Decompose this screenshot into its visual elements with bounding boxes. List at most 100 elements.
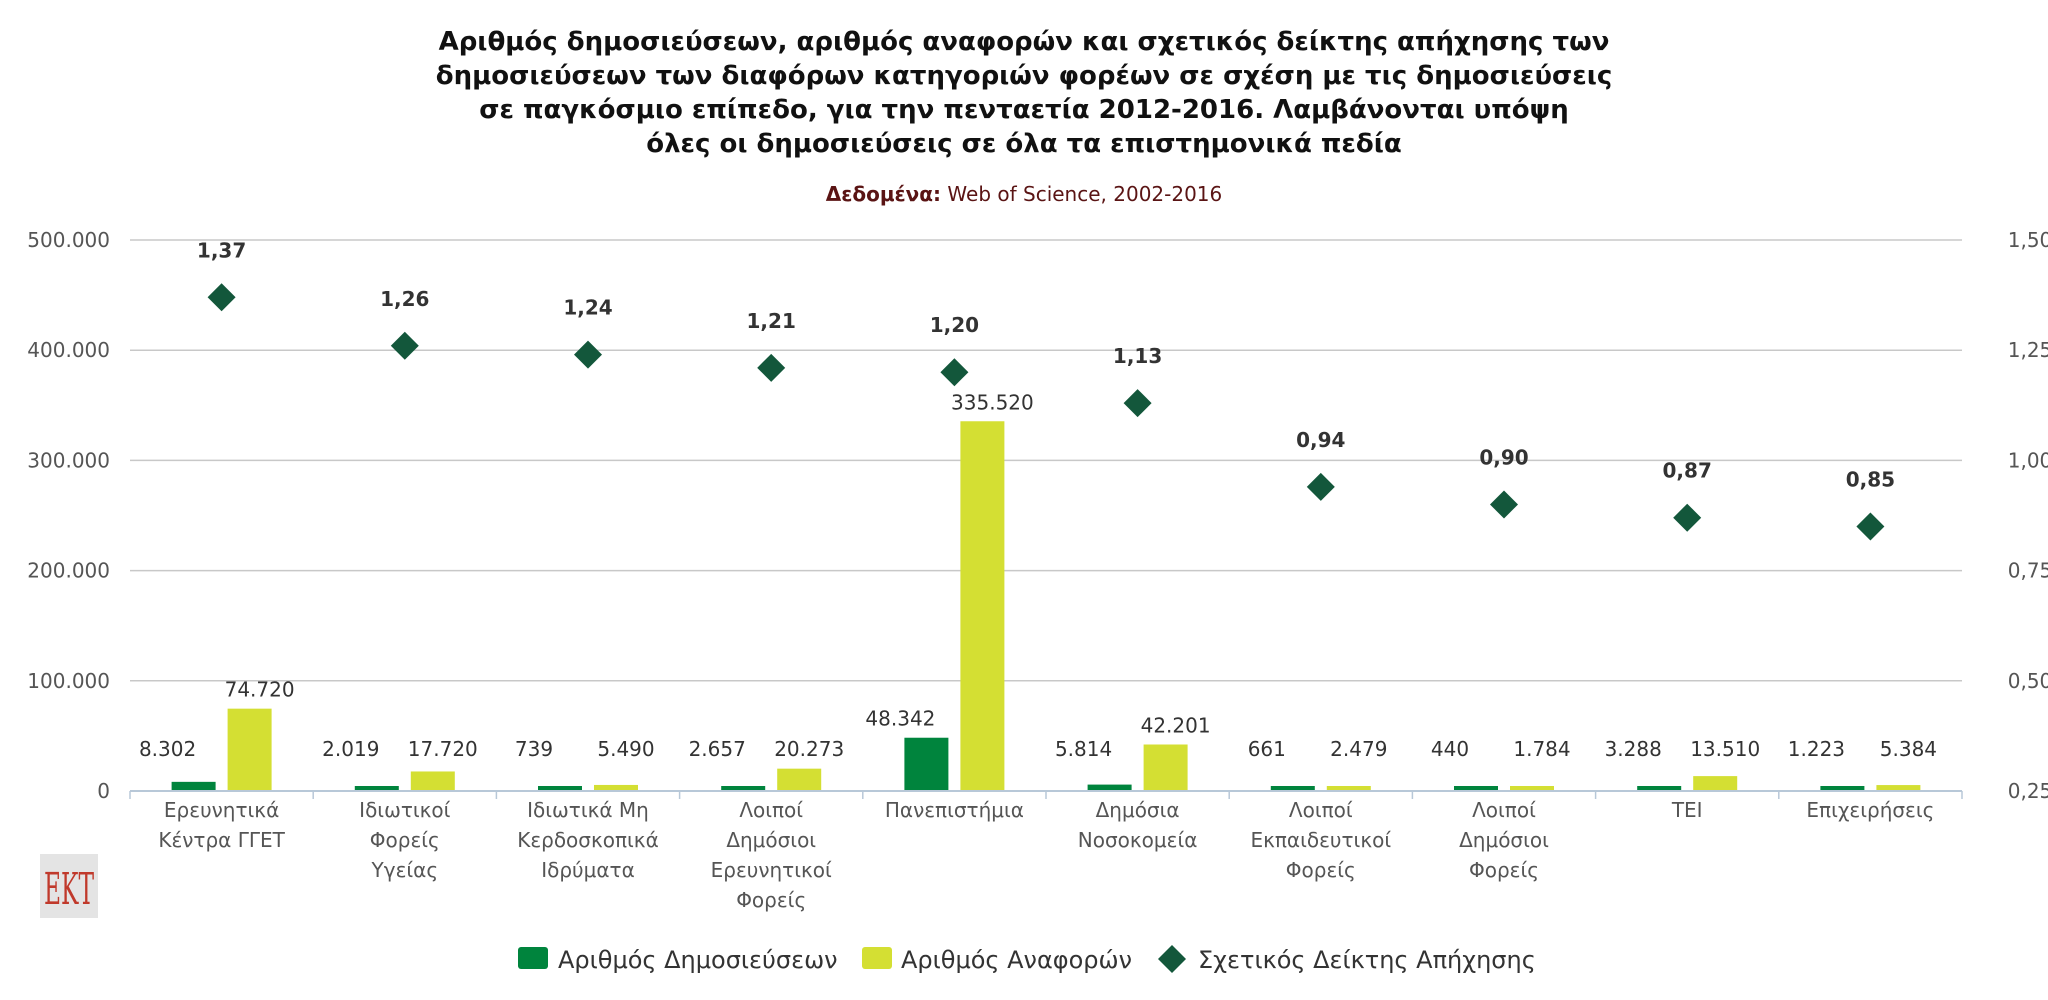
category-label: Ερευνητικά Κέντρα ΓΓΕΤ bbox=[158, 798, 285, 852]
chart-title-line: σε παγκόσμιο επίπεδο, για την πενταετία … bbox=[479, 95, 1569, 125]
category-label-line: Δημόσιοι bbox=[726, 828, 816, 852]
publications-label: 5.814 bbox=[1055, 737, 1112, 761]
index-label: 1,13 bbox=[1113, 344, 1162, 368]
index-diamond bbox=[1856, 512, 1885, 541]
publications-label: 739 bbox=[515, 737, 553, 761]
publications-label: 2.657 bbox=[689, 737, 746, 761]
index-diamond bbox=[207, 283, 236, 312]
x-axis: Ερευνητικά Κέντρα ΓΓΕΤ Ιδιωτικοί Φορείς Υγεί… bbox=[129, 790, 1963, 912]
category-label-line: Επιχειρήσεις bbox=[1806, 798, 1934, 822]
index-label: 0,85 bbox=[1846, 468, 1895, 492]
category-label: Επιχειρήσεις bbox=[1806, 798, 1934, 822]
logo-text: ΕΚΤ bbox=[44, 864, 94, 915]
index-diamond bbox=[940, 358, 969, 387]
index-label: 1,37 bbox=[197, 238, 246, 262]
index-diamond bbox=[757, 353, 786, 382]
publications-label: 8.302 bbox=[139, 737, 196, 761]
category-label-line: Λοιποί bbox=[1289, 798, 1353, 822]
chart-title-line: Αριθμός δημοσιεύσεων, αριθμός αναφορών κ… bbox=[439, 27, 1610, 57]
publications-bar bbox=[354, 786, 399, 791]
citations-bar bbox=[960, 421, 1005, 791]
citations-label: 5.490 bbox=[597, 737, 654, 761]
publications-label: 661 bbox=[1248, 737, 1286, 761]
category-label-line: Υγείας bbox=[371, 858, 439, 882]
publications-bar bbox=[1820, 786, 1865, 791]
index-label: 0,87 bbox=[1663, 459, 1712, 483]
publications-bar bbox=[1087, 784, 1132, 791]
publications-label: 48.342 bbox=[865, 707, 935, 731]
publications-bar bbox=[1454, 786, 1498, 791]
legend-swatch bbox=[1158, 945, 1186, 973]
citations-bar bbox=[594, 784, 638, 791]
category-label-line: Εκπαιδευτικοί bbox=[1250, 828, 1391, 852]
publications-label: 440 bbox=[1431, 737, 1469, 761]
y-left-tick-label: 500.000 bbox=[27, 228, 110, 252]
category-label-line: Δημόσιοι bbox=[1459, 828, 1549, 852]
y-left-tick-label: 400.000 bbox=[27, 338, 110, 362]
publications-label: 2.019 bbox=[322, 737, 379, 761]
category-label-line: Φορείς bbox=[1469, 858, 1539, 882]
index-diamond bbox=[1123, 389, 1152, 418]
legend-swatch bbox=[518, 947, 548, 969]
chart-subtitle: Δεδομένα: Web of Science, 2002-2016 bbox=[826, 182, 1223, 206]
category-label-line: Δημόσια bbox=[1096, 798, 1180, 822]
index-diamond bbox=[574, 340, 602, 369]
category-label-line: Ιδιωτικά Μη bbox=[527, 798, 649, 822]
publications-label: 1.223 bbox=[1788, 737, 1845, 761]
category-label-line: Ιδιωτικοί bbox=[359, 798, 450, 822]
citations-label: 2.479 bbox=[1330, 737, 1387, 761]
point-labels: 1,37 1,26 1,24 1,21 1,20 1,13 0,94 0,90 0,87 0,85 bbox=[197, 238, 1895, 491]
legend-swatch bbox=[862, 947, 892, 969]
chart-title-line: δημοσιεύσεων των διαφόρων κατηγοριών φορ… bbox=[436, 61, 1613, 91]
index-label: 0,90 bbox=[1479, 445, 1528, 469]
category-label-line: Φορείς bbox=[1286, 858, 1356, 882]
category-label: Πανεπιστήμια bbox=[885, 798, 1024, 822]
category-label-line: Ερευνητικά bbox=[164, 798, 279, 822]
index-diamond bbox=[390, 331, 419, 360]
y-right-tick-label: 1,25 bbox=[2008, 338, 2048, 362]
y-left-tick-label: 300.000 bbox=[27, 448, 110, 472]
index-diamond bbox=[1673, 503, 1702, 532]
citations-label: 20.273 bbox=[774, 737, 844, 761]
subtitle-label: Δεδομένα: bbox=[826, 182, 941, 206]
citations-bar bbox=[1510, 786, 1554, 791]
chart-title: Αριθμός δημοσιεύσεων, αριθμός αναφορών κ… bbox=[436, 27, 1613, 159]
bars bbox=[171, 421, 1921, 791]
y-axis-left: 0 100.000 200.000 300.000 400.000 500.000 bbox=[27, 228, 110, 803]
y-right-tick-label: 1,50 bbox=[2008, 228, 2048, 252]
citations-label: 5.384 bbox=[1880, 737, 1937, 761]
category-label-line: Λοιποί bbox=[739, 798, 803, 822]
publications-bar bbox=[721, 786, 766, 791]
publications-bar bbox=[171, 781, 216, 791]
index-label: 1,20 bbox=[930, 313, 979, 337]
publications-bar bbox=[1270, 786, 1315, 791]
logo-background bbox=[40, 854, 98, 918]
publications-bar bbox=[1637, 786, 1682, 791]
y-axis-right: 0,25 0,50 0,75 1,00 1,25 1,50 bbox=[2008, 228, 2048, 803]
citations-bar bbox=[410, 771, 455, 791]
category-label-line: Ιδρύματα bbox=[541, 858, 635, 882]
chart-title-line: όλες οι δημοσιεύσεις σε όλα τα επιστημον… bbox=[646, 129, 1402, 159]
publications-bar bbox=[538, 786, 582, 791]
category-label-line: Λοιποί bbox=[1472, 798, 1536, 822]
publications-label: 3.288 bbox=[1605, 737, 1662, 761]
category-label: Λοιποί Εκπαιδευτικοί Φορείς bbox=[1250, 798, 1391, 882]
legend-label: Αριθμός Αναφορών bbox=[901, 946, 1132, 974]
citations-label: 17.720 bbox=[408, 737, 478, 761]
category-label-line: Φορείς bbox=[736, 888, 806, 912]
category-label: Ιδιωτικοί Φορείς Υγείας bbox=[359, 798, 450, 882]
y-left-tick-label: 200.000 bbox=[27, 559, 110, 583]
category-label: Ιδιωτικά Μη Κερδοσκοπικά Ιδρύματα bbox=[517, 798, 659, 882]
citations-bar bbox=[777, 768, 822, 791]
legend-label: Αριθμός Δημοσιεύσεων bbox=[558, 946, 838, 974]
index-points bbox=[207, 283, 1885, 541]
category-label: ΤΕΙ bbox=[1671, 798, 1703, 822]
y-left-tick-label: 0 bbox=[97, 779, 110, 803]
citations-bar bbox=[1693, 776, 1738, 791]
index-diamond bbox=[1490, 490, 1518, 519]
category-label-line: Κερδοσκοπικά bbox=[517, 828, 659, 852]
index-label: 1,21 bbox=[747, 309, 796, 333]
y-right-tick-label: 0,75 bbox=[2008, 559, 2048, 583]
citations-label: 42.201 bbox=[1141, 713, 1211, 737]
legend-label: Σχετικός Δείκτης Απήχησης bbox=[1198, 946, 1536, 974]
